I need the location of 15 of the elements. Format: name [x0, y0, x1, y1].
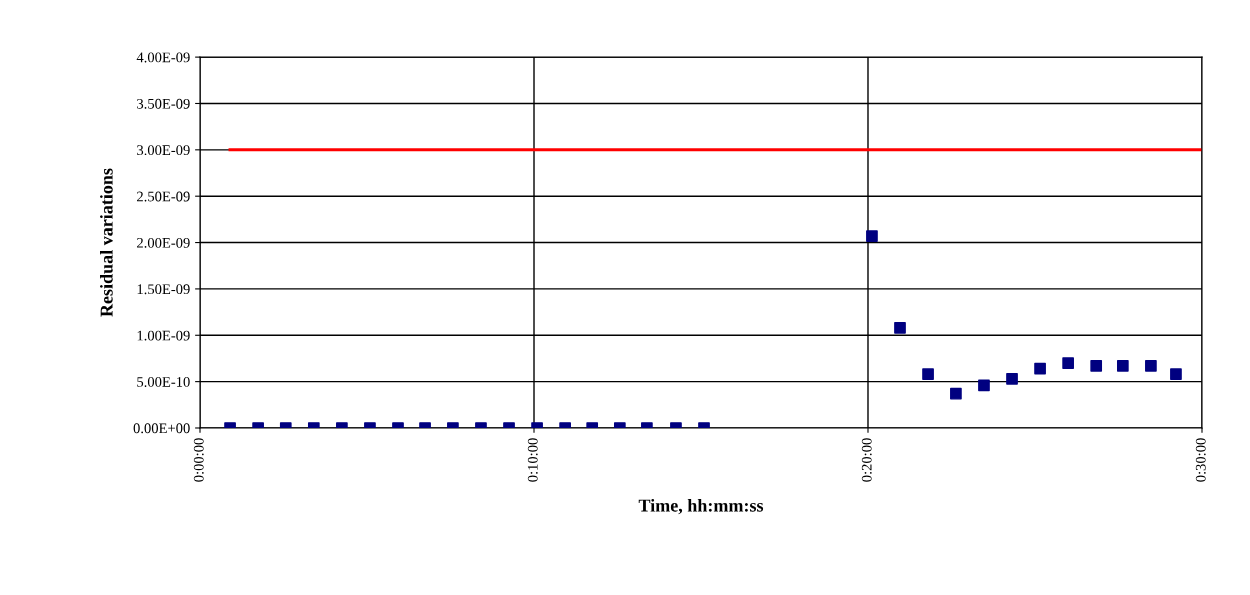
- x-axis-title: Time, hh:mm:ss: [638, 498, 764, 515]
- y-tick-label: 1.00E-09: [137, 330, 190, 341]
- y-tick-label: 3.50E-09: [137, 98, 190, 109]
- y-tick-label: 4.00E-09: [136, 52, 190, 63]
- y-tick-label: 2.00E-09: [137, 237, 190, 248]
- x-tick-label: 0:30:00: [1195, 438, 1206, 482]
- y-tick-label: 3.00E-09: [137, 145, 190, 156]
- y-tick-label: 2.50E-09: [137, 191, 190, 202]
- y-tick-label: 1.50E-09: [137, 284, 190, 295]
- x-tick-label: 0:00:00: [193, 438, 204, 482]
- y-axis-title: Residual variations: [100, 168, 113, 317]
- x-tick-label: 0:10:00: [527, 438, 538, 482]
- x-tick-label: 0:20:00: [861, 438, 872, 482]
- y-tick-label: 5.00E-10: [137, 376, 190, 387]
- y-tick-label: 0.00E+00: [133, 423, 190, 434]
